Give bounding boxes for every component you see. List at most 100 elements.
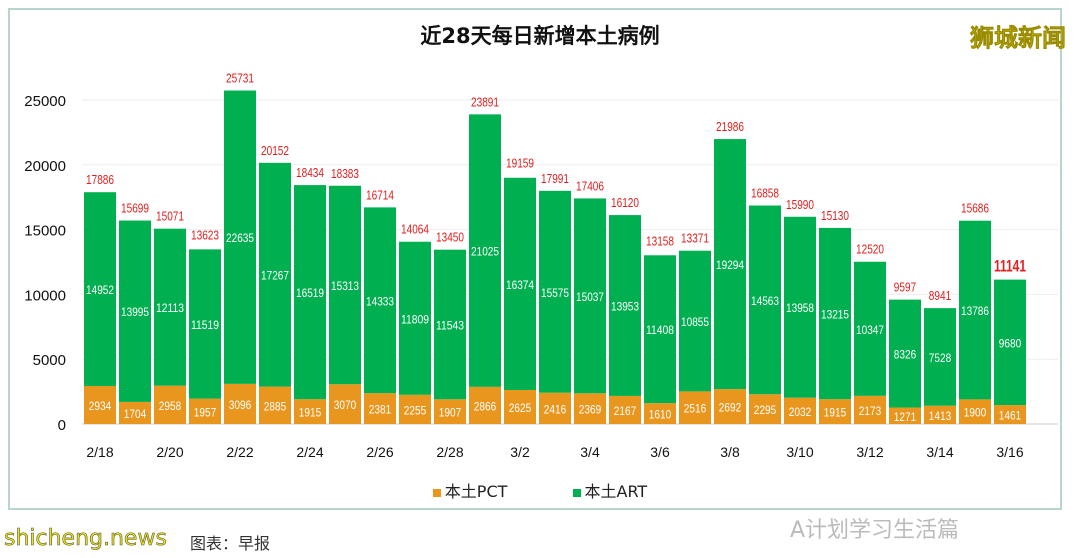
total-data-label: 16714 — [366, 187, 394, 202]
total-data-label: 17886 — [86, 172, 114, 187]
art-data-label: 15313 — [331, 279, 359, 293]
x-tick-label: 3/6 — [650, 444, 670, 460]
chart-title: 近28天每日新增本土病例 — [420, 24, 660, 48]
bar-art — [924, 308, 956, 406]
bar-pct — [364, 393, 396, 424]
bar-art — [574, 198, 606, 394]
legend-label-pct: 本土PCT — [444, 482, 508, 501]
art-data-label: 22635 — [226, 231, 254, 245]
bar-art — [749, 205, 781, 395]
art-data-label: 10347 — [856, 323, 884, 337]
pct-data-label: 2934 — [89, 399, 112, 413]
total-data-label: 21986 — [716, 119, 744, 134]
pct-data-label: 2866 — [474, 399, 497, 413]
bar-art — [259, 162, 291, 387]
bar-art — [84, 192, 116, 386]
bar-art — [294, 185, 326, 400]
x-tick-label: 2/22 — [226, 444, 253, 460]
x-tick-label: 3/4 — [580, 444, 600, 460]
pct-data-label: 2416 — [544, 402, 567, 416]
bar-pct — [924, 405, 956, 424]
pct-data-label: 2958 — [159, 399, 182, 413]
total-data-label: 15130 — [821, 208, 849, 223]
bar-pct — [329, 384, 361, 424]
bar-pct — [609, 395, 641, 424]
bar-art — [364, 207, 396, 394]
bar-pct — [84, 385, 116, 424]
bar-art — [504, 177, 536, 390]
bar-pct — [819, 399, 851, 424]
bar-pct — [259, 386, 291, 424]
total-data-label: 25731 — [226, 71, 254, 86]
bar-pct — [994, 405, 1026, 424]
pct-data-label: 1915 — [299, 406, 322, 420]
total-data-label: 23891 — [471, 94, 499, 109]
art-data-label: 13786 — [961, 304, 989, 318]
bar-pct — [854, 395, 886, 424]
legend-item-art: 本土ART — [572, 482, 647, 501]
bar-pct — [889, 407, 921, 424]
pct-data-label: 3096 — [229, 398, 252, 412]
bar-art — [434, 249, 466, 400]
bar-art — [854, 261, 886, 396]
total-data-label: 15071 — [156, 209, 184, 224]
y-tick-label: 25000 — [24, 93, 66, 110]
art-data-label: 15037 — [576, 290, 604, 304]
bar-pct — [784, 397, 816, 424]
bar-pct — [469, 386, 501, 424]
bar-pct — [399, 394, 431, 424]
bar-art — [539, 190, 571, 393]
bar-art — [119, 220, 151, 402]
pct-data-label: 2295 — [754, 403, 777, 417]
pct-data-label: 1900 — [964, 406, 987, 420]
pct-data-label: 2692 — [719, 401, 742, 415]
bar-art — [679, 250, 711, 392]
pct-data-label: 2167 — [614, 404, 637, 418]
bar-art — [609, 215, 641, 396]
x-tick-label: 3/10 — [786, 444, 813, 460]
bar-art — [994, 279, 1026, 406]
bar-pct — [154, 385, 186, 424]
pct-data-label: 1413 — [929, 409, 952, 423]
bar-art — [224, 90, 256, 384]
x-tick-label: 2/28 — [436, 444, 463, 460]
total-data-label: 12520 — [856, 242, 884, 257]
total-data-label: 17991 — [541, 171, 569, 186]
y-tick-label: 15000 — [24, 223, 66, 240]
bar-art — [189, 249, 221, 399]
y-tick-label: 20000 — [24, 158, 66, 175]
x-tick-label: 3/16 — [996, 444, 1023, 460]
bar-pct — [539, 392, 571, 424]
bar-art — [889, 299, 921, 408]
y-tick-label: 0 — [58, 417, 66, 434]
pct-data-label: 2173 — [859, 404, 882, 418]
art-data-label: 16374 — [506, 278, 534, 292]
legend: 本土PCT 本土ART — [380, 478, 700, 502]
total-data-label: 13623 — [191, 227, 219, 242]
total-data-label: 13450 — [436, 230, 464, 245]
pct-data-label: 2625 — [509, 401, 532, 415]
bar-pct — [679, 391, 711, 424]
art-data-label: 14563 — [751, 294, 779, 308]
bar-pct — [294, 399, 326, 424]
total-data-label: 16858 — [751, 186, 779, 201]
total-data-label: 18434 — [296, 165, 324, 180]
x-tick-label: 2/20 — [156, 444, 183, 460]
total-data-label: 8941 — [929, 288, 951, 303]
pct-data-label: 2516 — [684, 402, 707, 416]
pct-data-label: 3070 — [334, 398, 357, 412]
total-data-label: 15990 — [786, 197, 814, 212]
bar-art — [469, 114, 501, 387]
art-data-label: 14952 — [86, 283, 114, 297]
pct-data-label: 2885 — [264, 399, 287, 413]
bar-pct — [189, 398, 221, 424]
total-data-label: 15699 — [121, 201, 149, 216]
pct-data-label: 2369 — [579, 403, 602, 417]
bar-pct — [644, 403, 676, 424]
bar-pct — [959, 399, 991, 424]
x-tick-label: 2/18 — [86, 444, 113, 460]
account-watermark: A计划学习生活篇 — [790, 518, 960, 543]
bar-pct — [714, 389, 746, 424]
art-data-label: 7528 — [929, 351, 952, 365]
art-data-label: 17267 — [261, 269, 289, 283]
